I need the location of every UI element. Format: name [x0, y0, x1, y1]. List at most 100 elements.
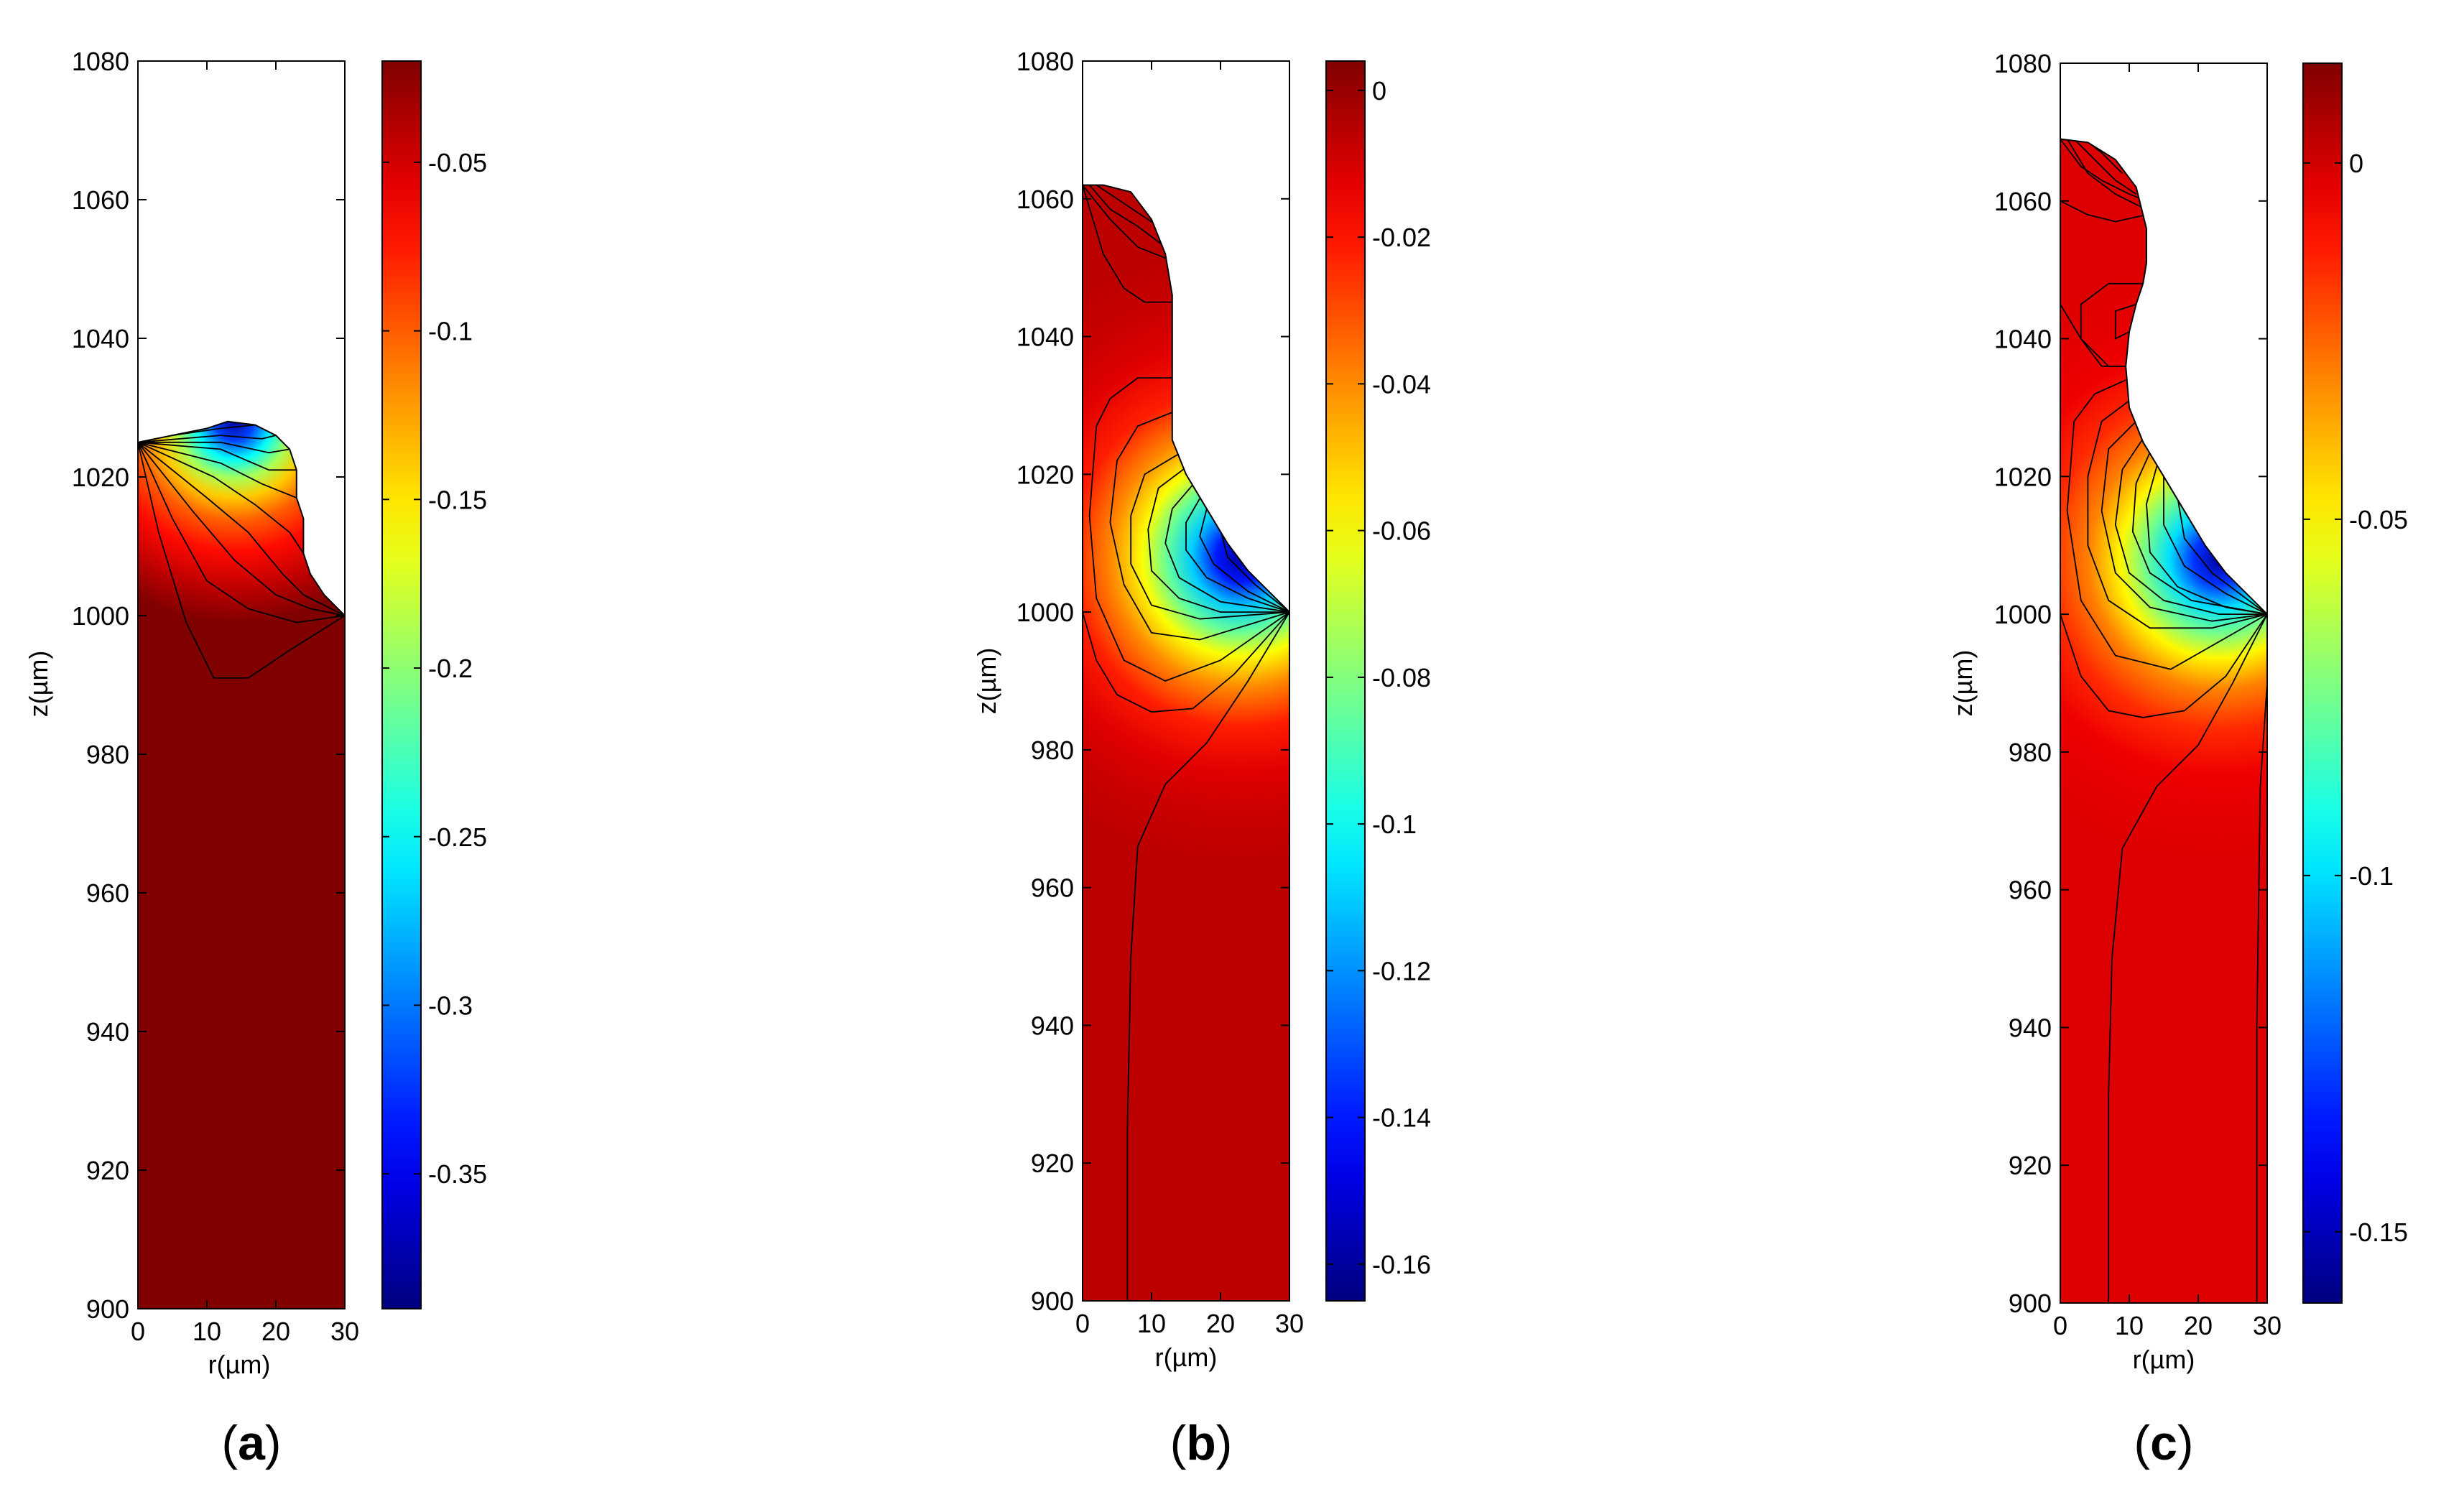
colorbar-tick-label-a-6: -0.35: [428, 1159, 487, 1189]
contour-line-b-7: [1164, 484, 1289, 613]
axes-frame-b: [1082, 60, 1290, 1302]
y-axis-label-c: z(µm): [1948, 650, 1978, 717]
axes-frame-c: [2060, 62, 2268, 1304]
y-tick-label-b-2: 940: [1031, 1011, 1074, 1040]
y-tick-label-a-8: 1060: [72, 185, 129, 215]
y-tick-label-c-3: 960: [2009, 876, 2052, 905]
contour-line-a-0: [138, 442, 345, 679]
contour-line-b-8: [1185, 498, 1289, 613]
domain-outline-b: [1082, 184, 1290, 1302]
y-tick-label-c-6: 1020: [1994, 462, 2052, 491]
contour-line-c-10: [2131, 452, 2267, 615]
contour-line-a-6: [138, 441, 297, 471]
colorbar-tick-label-b-3: -0.06: [1372, 516, 1431, 546]
contour-line-a-1: [138, 442, 345, 623]
colorbar-tick-label-c-0: 0: [2349, 149, 2363, 178]
domain-outline-c: [2060, 138, 2268, 1304]
x-axis-a: 0 10 20 30: [131, 61, 359, 1346]
contour-line-c-6: [2066, 379, 2267, 670]
contour-line-a-7: [138, 441, 290, 454]
x-axis-label-b: r(µm): [1155, 1343, 1218, 1372]
colorbar-tick-label-b-1: -0.02: [1372, 223, 1431, 252]
contour-lines-b: [1083, 185, 1289, 1301]
colorbar-tick-label-b-4: -0.08: [1372, 663, 1431, 692]
colorbar-ticks-a: -0.05 -0.1 -0.15 -0.2 -0.25 -0.3 -0.35: [382, 148, 487, 1189]
panel-label-a: (a): [221, 1416, 281, 1470]
y-tick-label-a-1: 920: [86, 1156, 129, 1185]
contour-line-b-1: [1083, 185, 1172, 303]
contour-line-b-3: [1088, 377, 1289, 682]
y-tick-label-a-0: 900: [86, 1294, 129, 1324]
x-tick-label-b-0: 0: [1075, 1309, 1090, 1338]
y-tick-label-b-7: 1040: [1016, 323, 1074, 352]
domain-outline-a: [137, 420, 346, 1309]
x-tick-label-c-3: 30: [2253, 1311, 2282, 1340]
contour-line-c-1: [2256, 682, 2267, 1303]
x-tick-label-c-0: 0: [2053, 1311, 2067, 1340]
y-tick-label-c-4: 980: [2009, 738, 2052, 767]
colorbar-tick-label-b-6: -0.12: [1372, 956, 1431, 986]
colorbar-tick-label-a-1: -0.1: [428, 317, 473, 346]
contour-line-c-7: [2087, 400, 2267, 629]
contour-line-b-12: [1088, 185, 1166, 248]
contour-line-c-8: [2101, 420, 2267, 622]
colorbar-ticks-b: 0 -0.02 -0.04 -0.06 -0.08 -0.1 -0.12 -0.14 -0.16: [1326, 76, 1431, 1279]
colorbar-tick-label-b-8: -0.16: [1372, 1250, 1431, 1279]
x-tick-label-a-2: 20: [261, 1317, 290, 1346]
y-tick-label-c-2: 940: [2009, 1013, 2052, 1042]
x-tick-label-c-2: 20: [2184, 1311, 2213, 1340]
colorbar-a: [381, 60, 422, 1309]
contour-plot-a: [137, 420, 346, 1309]
panel-label-c: (c): [2134, 1416, 2193, 1470]
y-tick-label-a-6: 1020: [72, 463, 129, 492]
contour-line-c-5: [2060, 613, 2267, 718]
y-tick-label-c-1: 920: [2009, 1151, 2052, 1180]
y-tick-label-a-3: 960: [86, 878, 129, 908]
contour-line-c-9: [2114, 438, 2267, 615]
contour-line-b-4: [1109, 412, 1289, 641]
y-axis-c: 900 920 940 960 980 1000 1020 1040 1060 1080: [1994, 49, 2267, 1318]
y-tick-label-c-0: 900: [2009, 1289, 2052, 1318]
y-tick-label-c-5: 1000: [1994, 600, 2052, 629]
colorbar-tick-label-b-0: 0: [1372, 76, 1386, 106]
x-axis-label-c: r(µm): [2133, 1345, 2195, 1374]
colorbar-tick-label-c-1: -0.05: [2349, 505, 2408, 534]
contour-line-c-15: [2060, 200, 2147, 223]
x-axis-c: 0 10 20 30: [2053, 63, 2282, 1340]
colorbar-tick-label-c-2: -0.1: [2349, 861, 2394, 891]
contour-line-a-9: [172, 424, 256, 436]
contour-line-b-2: [1083, 611, 1289, 713]
y-tick-label-c-9: 1080: [1994, 49, 2052, 78]
colorbar-tick-label-a-4: -0.25: [428, 822, 487, 852]
y-tick-label-a-4: 980: [86, 740, 129, 769]
y-tick-label-b-6: 1020: [1016, 460, 1074, 489]
contour-line-c-0: [2108, 613, 2267, 1303]
y-tick-label-a-9: 1080: [72, 47, 129, 76]
contour-lines-c: [2060, 139, 2267, 1303]
y-tick-label-b-0: 900: [1031, 1286, 1074, 1316]
y-tick-label-b-3: 960: [1031, 873, 1074, 903]
colorbar-tick-label-b-2: -0.04: [1372, 369, 1431, 399]
x-tick-label-c-1: 10: [2115, 1311, 2144, 1340]
colorbar-tick-label-a-0: -0.05: [428, 148, 487, 177]
contour-line-c-4: [2114, 303, 2136, 340]
contour-line-c-13: [2177, 496, 2267, 615]
contour-line-c-16: [2066, 139, 2144, 209]
colorbar-tick-label-a-5: -0.3: [428, 991, 473, 1020]
contour-line-b-6: [1147, 466, 1289, 613]
contour-line-b-9: [1199, 509, 1289, 613]
x-tick-label-b-3: 30: [1275, 1309, 1304, 1338]
contour-lines-a: [138, 424, 345, 679]
y-axis-b: 900 920 940 960 980 1000 1020 1040 1060 1080: [1016, 47, 1289, 1316]
colorbar-tick-label-a-3: -0.2: [428, 654, 473, 683]
y-tick-label-b-8: 1060: [1016, 185, 1074, 214]
contour-line-b-5: [1130, 453, 1289, 620]
colorbar-c: [2302, 62, 2343, 1304]
contour-line-a-3: [138, 442, 345, 616]
contour-line-a-8: [138, 435, 277, 443]
x-tick-label-a-1: 10: [193, 1317, 221, 1346]
contour-line-b-10: [1220, 529, 1289, 613]
axes-frame-a: [137, 60, 346, 1309]
